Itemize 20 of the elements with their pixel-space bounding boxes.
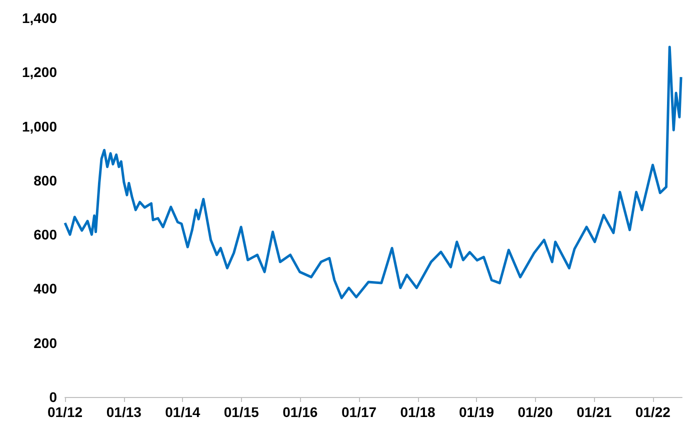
x-tick-label: 01/18: [400, 404, 436, 420]
x-tick-label: 01/19: [458, 404, 494, 420]
y-tick-label: 0: [49, 389, 58, 405]
y-tick-label: 1,400: [22, 10, 58, 26]
x-tick-label: 01/22: [635, 404, 671, 420]
x-tick-label: 01/12: [47, 404, 83, 420]
x-tick-label: 01/20: [518, 404, 553, 420]
y-tick-label: 600: [34, 226, 58, 243]
x-tick-label: 01/21: [576, 404, 612, 420]
y-tick-label: 1,200: [22, 64, 58, 80]
x-tick-label: 01/14: [165, 404, 200, 420]
x-tick-label: 01/16: [282, 404, 318, 420]
x-tick-label: 01/13: [106, 404, 142, 420]
x-tick-label: 01/15: [224, 404, 260, 420]
y-tick-label: 1,000: [22, 118, 58, 134]
line-series: [64, 46, 682, 300]
y-tick-label: 800: [34, 172, 58, 188]
y-tick-label: 400: [34, 280, 58, 297]
x-tick-label: 01/17: [341, 404, 377, 420]
y-tick-label: 200: [34, 334, 58, 351]
